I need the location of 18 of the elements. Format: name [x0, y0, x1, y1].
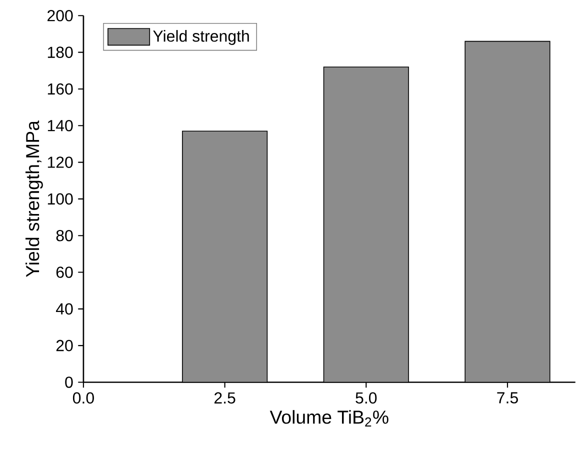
x-tick-label: 2.5 — [214, 392, 236, 404]
y-tick-label: 200 — [48, 10, 73, 22]
y-tick-label: 60 — [56, 266, 73, 278]
x-tick-label: 0.0 — [72, 392, 94, 404]
legend-label: Yield strength — [153, 30, 249, 46]
y-tick-label: 80 — [56, 230, 73, 242]
y-tick-label: 0 — [65, 376, 73, 388]
y-tick-label: 20 — [56, 340, 73, 352]
y-tick-label: 120 — [48, 156, 73, 168]
y-tick-label: 160 — [48, 83, 73, 95]
y-tick-label: 100 — [48, 193, 73, 205]
y-tick-label: 40 — [56, 303, 73, 315]
x-tick-label: 7.5 — [497, 392, 518, 404]
x-tick-label: 5.0 — [356, 392, 377, 404]
y-tick-label: 140 — [48, 120, 73, 132]
x-axis-title: Volume TiB$_{2}$% — [270, 410, 388, 427]
y-axis-title: Yield strength,MPa — [26, 120, 43, 278]
y-tick-label: 180 — [48, 46, 73, 58]
